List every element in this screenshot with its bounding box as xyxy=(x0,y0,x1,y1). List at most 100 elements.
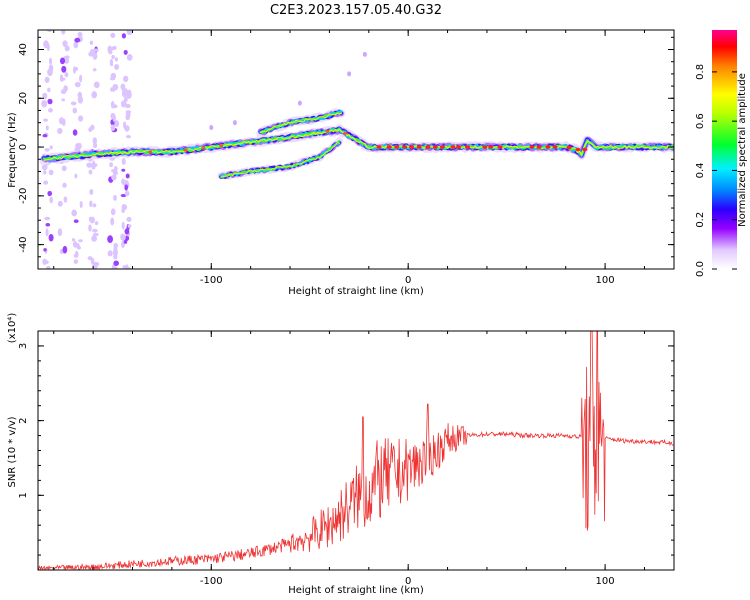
spectrogram-noise-dot xyxy=(72,240,78,248)
spectrogram-noise-dot xyxy=(92,68,97,72)
snr-axis-ticks: -100 0 100 1 2 3 xyxy=(18,331,674,587)
spectrogram-peak-dot xyxy=(439,145,445,149)
spectrogram-noise-dot xyxy=(88,127,93,133)
spectrogram-noise-dot xyxy=(123,96,128,103)
spectrogram-noise-dot xyxy=(42,258,48,265)
spectrogram-noise-dot xyxy=(72,66,77,74)
spectrogram-noise-dot xyxy=(112,104,118,109)
spectrogram-peak-dot xyxy=(566,145,572,150)
snr-y-tick-label: 2 xyxy=(18,417,29,423)
spectrogram-peak-dot xyxy=(497,145,503,149)
colorbar-tick-label: 0.6 xyxy=(695,113,706,129)
snr-x-tick-label: -100 xyxy=(200,576,223,587)
spectrogram-noise-dot xyxy=(45,222,51,227)
spectrogram-noise-dot xyxy=(91,235,97,242)
spectrogram-noise-dot xyxy=(62,182,67,188)
spectrogram-noise-dot xyxy=(58,117,64,125)
spectrogram-noise-dot xyxy=(124,190,130,197)
spectrogram-noise-dot xyxy=(111,54,115,60)
spectrogram-noise-dot xyxy=(123,75,129,83)
spectrogram-peak-dot xyxy=(343,131,348,135)
spectrogram-noise-dot xyxy=(88,51,95,56)
spectrogram-noise-dot xyxy=(74,81,81,88)
spectrogram-noise-dot xyxy=(111,174,117,181)
spectrogram-noise-dot xyxy=(73,254,77,258)
snr-y-tick-label: 3 xyxy=(18,343,29,349)
spectrogram-noise-dot xyxy=(123,239,128,244)
spectrogram-x-tick-label: 0 xyxy=(405,275,411,286)
spectrogram-noise-dot xyxy=(89,216,95,224)
spectrogram-noise-dot xyxy=(126,30,133,36)
spectrogram-noise-dot xyxy=(64,58,70,64)
spectrogram-noise-dot xyxy=(92,261,98,269)
spectrogram-noise-dot xyxy=(61,65,67,73)
spectrogram-noise-dot xyxy=(110,113,116,119)
spectrogram-noise-dot xyxy=(113,242,119,249)
spectrogram-noise-dot xyxy=(89,188,94,195)
spectrogram-noise-dot xyxy=(88,224,92,232)
spectrogram-noise-dot xyxy=(92,232,99,237)
spectrogram-noise-dot xyxy=(92,228,98,233)
spectrogram-noise-dot xyxy=(57,228,63,237)
spectrogram-noise-dot xyxy=(71,209,78,217)
spectrogram-noise-dot xyxy=(93,142,98,149)
spectrogram-noise-dot xyxy=(112,45,117,50)
spectrogram-noise-dot xyxy=(122,179,129,187)
spectrogram-noise-dot xyxy=(62,40,68,47)
spectrogram-noise-dot xyxy=(93,81,100,89)
spectrogram-noise-dot xyxy=(79,74,83,83)
spectrogram-x-tick-label: -100 xyxy=(200,275,223,286)
spectrogram-x-label: Height of straight line (km) xyxy=(288,286,424,297)
spectrogram-noise-dot xyxy=(114,63,120,70)
spectrogram-traces xyxy=(39,30,674,269)
spectrogram-noise-dot xyxy=(113,165,118,172)
spectrogram-peak-dot xyxy=(545,145,551,149)
spectrogram-peak-dot xyxy=(482,145,488,149)
colorbar-tick-label: 0.8 xyxy=(695,64,706,80)
colorbar-label: Normalized spectral amplitude xyxy=(737,73,748,227)
spectrogram-noise-dot xyxy=(72,107,78,114)
spectrogram-noise-dot xyxy=(120,233,126,241)
spectrogram-noise-dot xyxy=(43,180,49,185)
snr-y-tick-label: 1 xyxy=(18,492,29,498)
snr-x-tick-label: 0 xyxy=(405,576,411,587)
spectrogram-noise-dot xyxy=(48,108,53,113)
spectrogram-noise-dot xyxy=(121,157,126,165)
spectrogram-noise-dot xyxy=(88,169,93,175)
spectrogram-noise-dot xyxy=(42,92,48,100)
spectrogram-noise-dot xyxy=(114,57,118,62)
colorbar-gradient xyxy=(712,30,737,269)
spectrogram-noise-dot xyxy=(73,259,79,264)
spectrogram-peak-dot xyxy=(456,145,462,149)
snr-y-label: SNR (10 * v/v) xyxy=(7,416,18,487)
spectrogram-noise-dot xyxy=(43,118,49,122)
spectrogram-noise-dot xyxy=(232,120,237,126)
spectrogram-noise-dot xyxy=(89,200,93,208)
spectrogram-peak-dot xyxy=(450,145,456,149)
spectrogram-noise-dot xyxy=(78,239,83,243)
spectrogram-noise-dot xyxy=(47,190,52,197)
spectrogram-noise-dot xyxy=(121,33,127,39)
spectrogram-noise-dot xyxy=(126,135,131,139)
snr-panel: -100 0 100 1 2 3 Height of straight line (km)… xyxy=(7,313,675,596)
spectrogram-peak-dot xyxy=(465,145,471,149)
spectrogram-y-label: Frequency (Hz) xyxy=(7,112,18,188)
spectrogram-noise-dot xyxy=(43,170,47,175)
spectrogram-noise-dot xyxy=(86,162,93,168)
spectrogram-noise-dot xyxy=(43,248,47,252)
spectrogram-noise-dot xyxy=(108,48,113,55)
spectrogram-noise-dot xyxy=(124,228,130,235)
spectrogram-noise-dot xyxy=(74,173,78,179)
spectrogram-noise-dot xyxy=(123,121,127,129)
spectrogram-y-tick-label: -40 xyxy=(18,236,29,252)
spectrogram-noise-dot xyxy=(89,40,94,45)
chart-title: C2E3.2023.157.05.40.G32 xyxy=(270,3,442,18)
spectrogram-noise-dot xyxy=(44,148,50,152)
colorbar-tick-label: 0.0 xyxy=(695,261,706,277)
spectrogram-noise-dot xyxy=(70,101,77,106)
spectrogram-noise-dot xyxy=(122,265,127,269)
spectrogram-noise-dot xyxy=(121,204,128,211)
spectrogram-noise-dot xyxy=(94,221,99,226)
colorbar-tick-label: 0.2 xyxy=(695,212,706,228)
